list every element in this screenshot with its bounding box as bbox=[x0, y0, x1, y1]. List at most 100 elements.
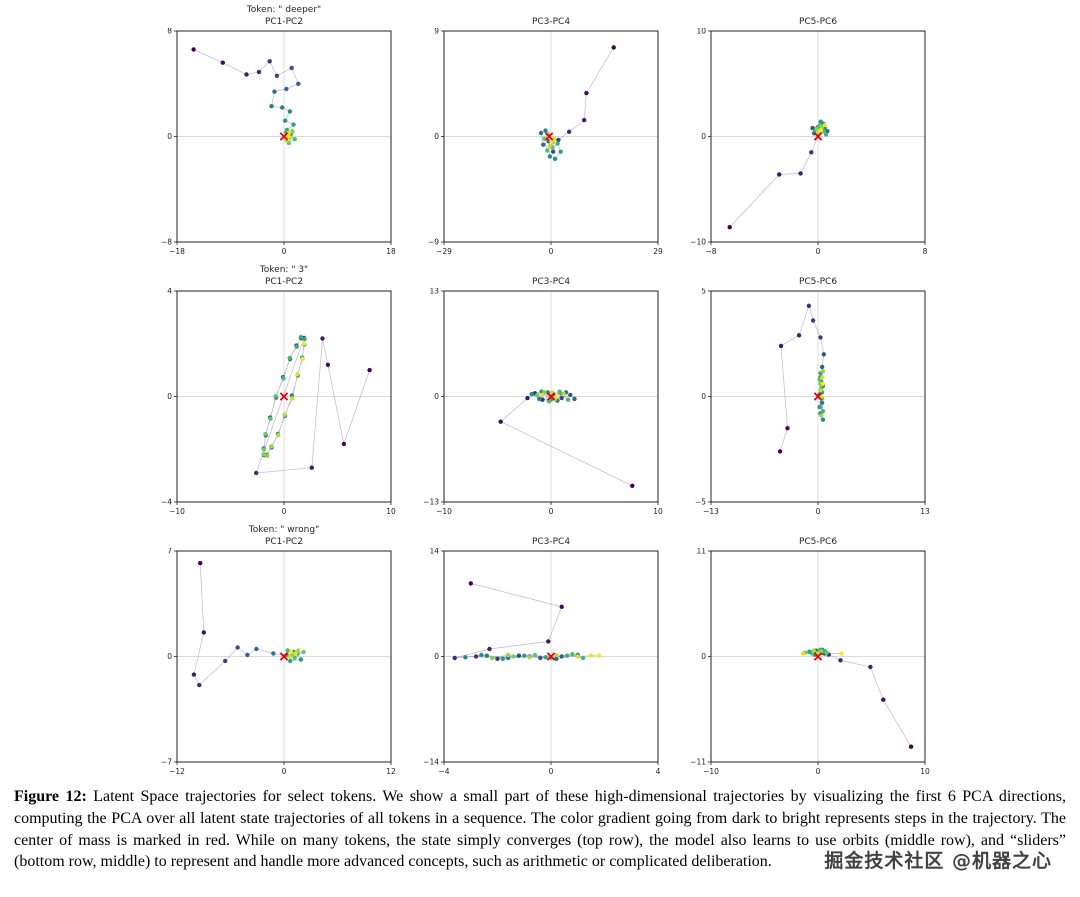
svg-text:−9: −9 bbox=[428, 238, 439, 247]
plot-cell-deeper-pc5pc6: PC5-PC6 −8 0 8 −10 0 10 bbox=[681, 4, 933, 260]
svg-text:0: 0 bbox=[701, 652, 706, 661]
plot-cell-deeper-pc3pc4: PC3-PC4 −29 0 29 −9 0 9 bbox=[414, 4, 666, 260]
svg-text:0: 0 bbox=[549, 247, 554, 256]
svg-text:−8: −8 bbox=[161, 238, 172, 247]
svg-text:29: 29 bbox=[653, 247, 663, 256]
plot-token-title bbox=[703, 264, 933, 276]
svg-text:10: 10 bbox=[696, 28, 706, 36]
svg-text:0: 0 bbox=[282, 767, 287, 776]
plot-pc-title: PC1-PC2 bbox=[264, 277, 304, 287]
plot-title: PC5-PC6 bbox=[681, 264, 933, 288]
svg-text:10: 10 bbox=[653, 507, 663, 516]
svg-text:0: 0 bbox=[167, 132, 172, 141]
plots-grid: Token: " deeper" PC1-PC2 −18 0 18 −8 0 8 PC3-… bbox=[147, 4, 933, 780]
plot-token-title: Token: " deeper" bbox=[246, 5, 322, 15]
scatter-plot-deeper-pc3pc4: −29 0 29 −9 0 9 bbox=[414, 28, 666, 260]
svg-text:−14: −14 bbox=[423, 758, 439, 767]
plot-title: Token: " wrong" PC1-PC2 bbox=[147, 524, 399, 548]
svg-text:−13: −13 bbox=[423, 498, 439, 507]
svg-text:18: 18 bbox=[386, 247, 396, 256]
plot-pc-title: PC3-PC4 bbox=[531, 277, 571, 287]
svg-text:0: 0 bbox=[701, 392, 706, 401]
scatter-plot-deeper-pc5pc6: −8 0 8 −10 0 10 bbox=[681, 28, 933, 260]
svg-text:5: 5 bbox=[701, 288, 706, 296]
plot-pc-title: PC1-PC2 bbox=[264, 537, 304, 547]
svg-text:7: 7 bbox=[167, 548, 172, 556]
plot-pc-title: PC5-PC6 bbox=[798, 17, 838, 27]
svg-text:0: 0 bbox=[816, 247, 821, 256]
svg-text:−10: −10 bbox=[690, 238, 706, 247]
plot-pc-title: PC3-PC4 bbox=[531, 17, 571, 27]
plot-title: PC5-PC6 bbox=[681, 524, 933, 548]
plot-pc-title: PC3-PC4 bbox=[531, 537, 571, 547]
svg-text:13: 13 bbox=[429, 288, 439, 296]
plot-token-title: Token: " 3" bbox=[259, 265, 309, 275]
svg-text:0: 0 bbox=[167, 392, 172, 401]
plot-title: Token: " deeper" PC1-PC2 bbox=[147, 4, 399, 28]
plot-title: PC5-PC6 bbox=[681, 4, 933, 28]
plot-cell-three-pc3pc4: PC3-PC4 −10 0 10 −13 0 13 bbox=[414, 264, 666, 520]
svg-text:0: 0 bbox=[282, 247, 287, 256]
svg-text:−4: −4 bbox=[438, 767, 449, 776]
svg-text:4: 4 bbox=[656, 767, 661, 776]
svg-text:0: 0 bbox=[549, 507, 554, 516]
svg-text:0: 0 bbox=[549, 767, 554, 776]
svg-text:8: 8 bbox=[923, 247, 928, 256]
svg-text:14: 14 bbox=[429, 548, 439, 556]
plot-title: PC3-PC4 bbox=[414, 264, 666, 288]
svg-text:0: 0 bbox=[434, 392, 439, 401]
scatter-plot-deeper-pc1pc2: −18 0 18 −8 0 8 bbox=[147, 28, 399, 260]
svg-text:0: 0 bbox=[434, 652, 439, 661]
plot-cell-three-pc5pc6: PC5-PC6 −13 0 13 −5 0 5 bbox=[681, 264, 933, 520]
plot-token-title bbox=[703, 4, 933, 16]
svg-text:−10: −10 bbox=[169, 507, 185, 516]
svg-text:10: 10 bbox=[920, 767, 930, 776]
figure-caption-label: Figure 12: bbox=[14, 788, 87, 805]
plot-cell-wrong-pc3pc4: PC3-PC4 −4 0 4 −14 0 14 bbox=[414, 524, 666, 780]
svg-text:0: 0 bbox=[701, 132, 706, 141]
figure-caption-text: Latent Space trajectories for select tok… bbox=[14, 788, 1067, 871]
svg-text:−5: −5 bbox=[695, 498, 706, 507]
plot-token-title bbox=[436, 264, 666, 276]
plot-title: PC3-PC4 bbox=[414, 524, 666, 548]
svg-text:−18: −18 bbox=[169, 247, 185, 256]
svg-text:−11: −11 bbox=[690, 758, 706, 767]
svg-text:−12: −12 bbox=[169, 767, 185, 776]
svg-text:0: 0 bbox=[282, 507, 287, 516]
svg-text:0: 0 bbox=[816, 507, 821, 516]
svg-text:−10: −10 bbox=[703, 767, 719, 776]
svg-text:0: 0 bbox=[434, 132, 439, 141]
plot-cell-wrong-pc5pc6: PC5-PC6 −10 0 10 −11 0 11 bbox=[681, 524, 933, 780]
plot-title: PC3-PC4 bbox=[414, 4, 666, 28]
scatter-plot-wrong-pc1pc2: −12 0 12 −7 0 7 bbox=[147, 548, 399, 780]
svg-text:−10: −10 bbox=[436, 507, 452, 516]
plot-pc-title: PC5-PC6 bbox=[798, 277, 838, 287]
svg-text:13: 13 bbox=[920, 507, 930, 516]
svg-text:−13: −13 bbox=[703, 507, 719, 516]
svg-text:−7: −7 bbox=[161, 758, 172, 767]
svg-text:0: 0 bbox=[167, 652, 172, 661]
svg-text:−8: −8 bbox=[705, 247, 716, 256]
plot-pc-title: PC5-PC6 bbox=[798, 537, 838, 547]
scatter-plot-three-pc5pc6: −13 0 13 −5 0 5 bbox=[681, 288, 933, 520]
plot-cell-three-pc1pc2: Token: " 3" PC1-PC2 −10 0 10 −4 0 4 bbox=[147, 264, 399, 520]
svg-text:10: 10 bbox=[386, 507, 396, 516]
scatter-plot-wrong-pc5pc6: −10 0 10 −11 0 11 bbox=[681, 548, 933, 780]
scatter-plot-three-pc3pc4: −10 0 10 −13 0 13 bbox=[414, 288, 666, 520]
svg-text:−29: −29 bbox=[436, 247, 452, 256]
svg-text:11: 11 bbox=[696, 548, 706, 556]
svg-text:0: 0 bbox=[816, 767, 821, 776]
plot-token-title bbox=[436, 524, 666, 536]
figure-caption: Figure 12: Latent Space trajectories for… bbox=[14, 786, 1066, 873]
plot-cell-deeper-pc1pc2: Token: " deeper" PC1-PC2 −18 0 18 −8 0 8 bbox=[147, 4, 399, 260]
plot-title: Token: " 3" PC1-PC2 bbox=[147, 264, 399, 288]
plot-pc-title: PC1-PC2 bbox=[264, 17, 304, 27]
svg-text:−4: −4 bbox=[161, 498, 172, 507]
scatter-plot-three-pc1pc2: −10 0 10 −4 0 4 bbox=[147, 288, 399, 520]
svg-text:12: 12 bbox=[386, 767, 396, 776]
plot-cell-wrong-pc1pc2: Token: " wrong" PC1-PC2 −12 0 12 −7 0 7 bbox=[147, 524, 399, 780]
plot-token-title: Token: " wrong" bbox=[248, 525, 320, 535]
svg-text:9: 9 bbox=[434, 28, 439, 36]
scatter-plot-wrong-pc3pc4: −4 0 4 −14 0 14 bbox=[414, 548, 666, 780]
